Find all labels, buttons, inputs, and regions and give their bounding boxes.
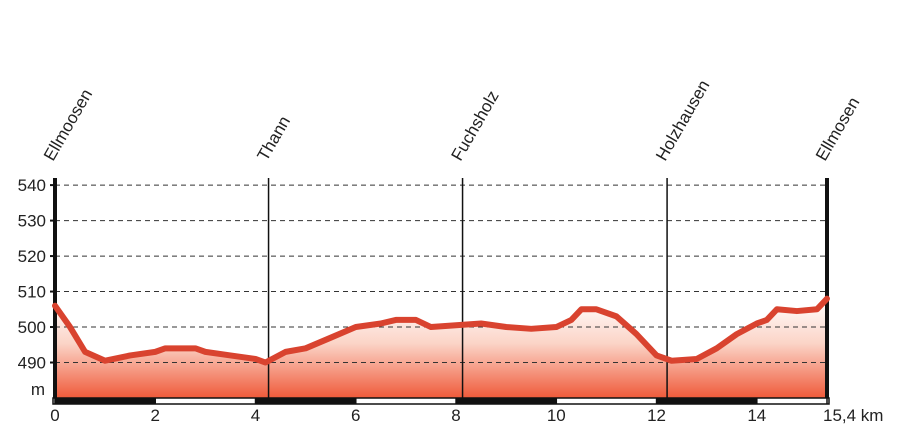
y-tick-label: 540 bbox=[18, 176, 46, 195]
area bbox=[55, 298, 827, 398]
waypoint-label: Ellmosen bbox=[812, 94, 863, 164]
x-tick-label: 6 bbox=[351, 406, 360, 425]
y-tick-label: 530 bbox=[18, 212, 46, 231]
x-axis-segment bbox=[456, 398, 557, 404]
y-tick-label: 510 bbox=[18, 283, 46, 302]
y-tick-label: 500 bbox=[18, 318, 46, 337]
x-tick-label: 10 bbox=[547, 406, 566, 425]
x-axis-segment bbox=[55, 398, 156, 404]
x-axis-segment bbox=[255, 398, 356, 404]
y-tick-label: 520 bbox=[18, 247, 46, 266]
x-tick-label: 15,4 km bbox=[823, 406, 883, 425]
waypoint-label: Fuchsholz bbox=[448, 87, 503, 164]
x-tick-label: 14 bbox=[747, 406, 766, 425]
x-tick-label: 12 bbox=[647, 406, 666, 425]
elevation-line bbox=[52, 295, 830, 366]
x-axis-bar bbox=[52, 397, 830, 405]
waypoint-label: Ellmoosen bbox=[40, 86, 96, 164]
x-tick-label: 2 bbox=[151, 406, 160, 425]
x-tick-label: 0 bbox=[50, 406, 59, 425]
y-axis-label: m bbox=[31, 380, 45, 399]
x-tick-label: 8 bbox=[451, 406, 460, 425]
waypoint-label: Thann bbox=[254, 113, 295, 164]
waypoint-label: Holzhausen bbox=[652, 77, 713, 164]
x-axis-segment bbox=[656, 398, 757, 404]
y-tick-label: 490 bbox=[18, 354, 46, 373]
x-tick-label: 4 bbox=[251, 406, 260, 425]
